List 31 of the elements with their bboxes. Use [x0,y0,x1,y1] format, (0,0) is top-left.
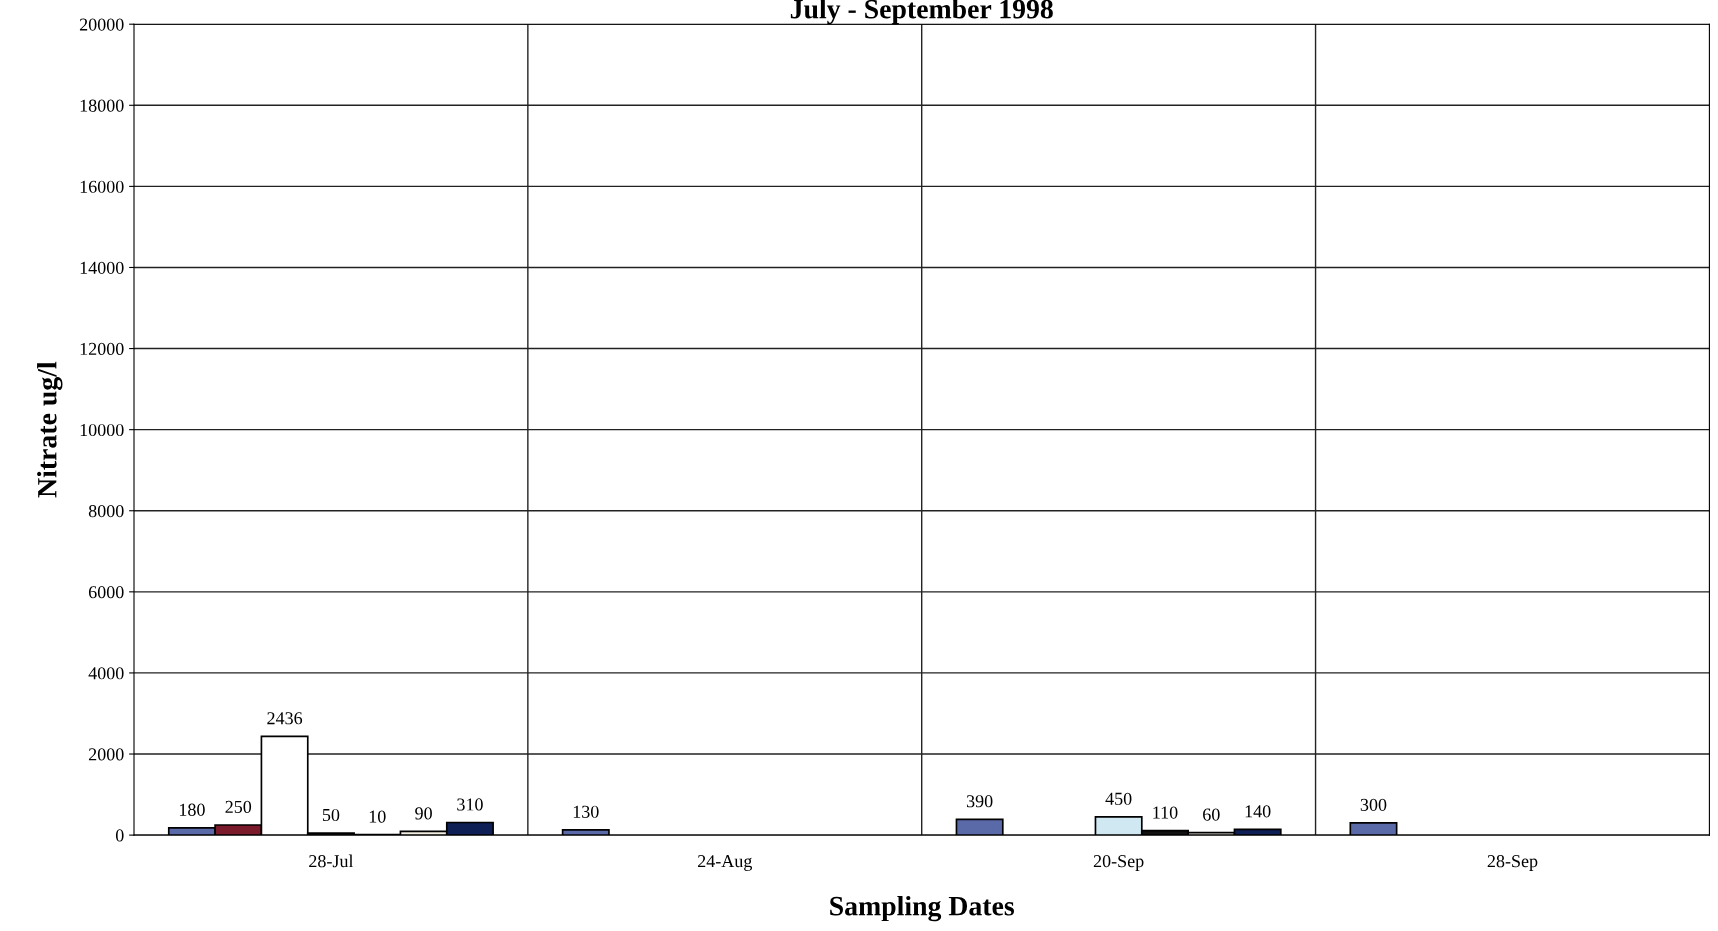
data-label: 450 [1105,792,1132,805]
data-label: 130 [573,805,599,818]
data-label: 140 [1245,805,1271,818]
y-tick-label: 2000 [88,748,124,761]
data-label: 180 [179,803,205,816]
y-tick-label: 4000 [88,667,124,680]
y-axis-title: Nitrate ug/l [37,361,63,498]
x-tick-label: 24-Aug [697,855,753,871]
data-label: 2436 [267,712,303,725]
y-tick-label: 0 [115,829,124,842]
data-label: 10 [369,810,386,823]
x-tick-label: 20-Sep [1093,855,1144,871]
y-tick-label: 14000 [80,261,124,274]
data-label: 300 [1360,798,1387,811]
x-tick-label: 28-Sep [1487,855,1538,871]
y-tick-label: 20000 [79,18,124,31]
data-label: 250 [225,800,252,813]
data-label: 390 [966,795,993,808]
data-label: 50 [322,808,340,822]
y-tick-label: 10000 [80,423,124,437]
data-label: 90 [415,807,432,820]
y-tick-label: 18000 [80,99,124,112]
y-tick-label: 8000 [88,505,124,518]
y-tick-label: 16000 [80,180,124,193]
y-tick-label: 12000 [80,342,124,356]
data-label: 110 [1153,806,1178,819]
data-label: 60 [1203,808,1220,821]
x-tick-label: 28-Jul [309,854,354,868]
y-tick-label: 6000 [88,586,124,599]
data-label: 310 [457,798,483,811]
x-axis-title: Sampling Dates [830,895,1015,922]
